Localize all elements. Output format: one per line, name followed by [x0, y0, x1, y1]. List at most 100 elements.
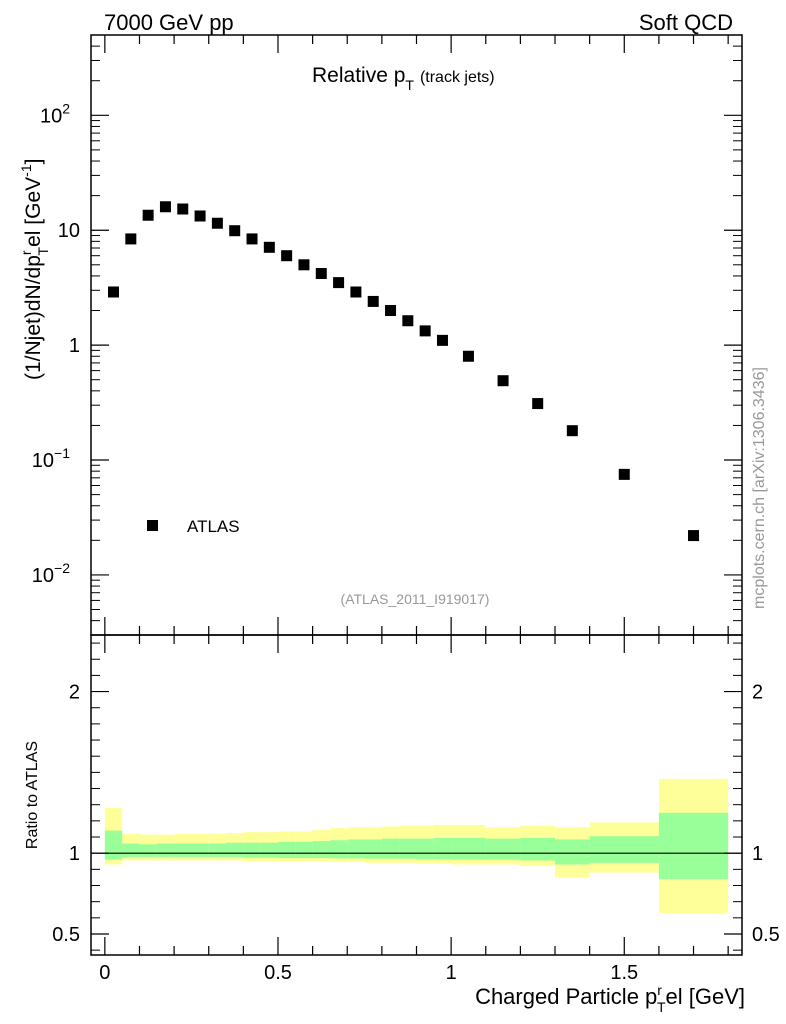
- data-point: [462, 350, 474, 362]
- main-title-text: Relative p: [312, 64, 405, 87]
- ylabel-prefix: (1/Njet)dN/dp: [22, 255, 45, 380]
- ratio-band-green: [226, 842, 244, 858]
- ratio-y-tick-label-right: 1: [752, 843, 763, 865]
- side-label: mcplots.cern.ch [arXiv:1306.3436]: [751, 367, 768, 609]
- ylabel-sup2: -1: [18, 164, 34, 177]
- data-point: [177, 203, 189, 215]
- main-ylabel: (1/Njet)dN/dprTel [GeV-1]: [18, 159, 51, 380]
- analysis-watermark: (ATLAS_2011_I919017): [341, 591, 490, 607]
- x-tick-label: 1: [446, 962, 457, 984]
- y-tick-exp: −1: [54, 445, 70, 461]
- y-tick-base: 10: [40, 105, 62, 127]
- ratio-band-green: [104, 830, 123, 860]
- ratio-band-green: [139, 844, 157, 858]
- ratio-panel: 2 2 1 1 0.5 0.5 0 0.5 1 1.5 Ratio to ATLAS Charg…: [24, 634, 780, 1015]
- ratio-bands: [104, 778, 729, 913]
- y-tick-label: 10−1: [32, 445, 70, 472]
- ratio-band-green: [433, 837, 452, 860]
- data-point: [263, 241, 275, 253]
- ratio-band-green: [277, 841, 296, 859]
- data-point: [315, 268, 327, 280]
- data-point: [298, 259, 310, 271]
- ratio-band-green: [658, 812, 729, 880]
- x-tick-label: 0: [99, 962, 110, 984]
- ratio-y-tick-label: 1: [69, 843, 80, 865]
- data-point: [618, 468, 630, 480]
- data-point: [367, 295, 379, 307]
- y-tick-base: 1: [69, 335, 80, 357]
- ratio-y-tick-label-right: 0.5: [752, 924, 780, 946]
- xlabel-sub: T: [657, 999, 666, 1015]
- y-tick-base: 10: [58, 220, 80, 242]
- y-tick-label: 102: [40, 100, 70, 127]
- x-tick-label: 0.5: [264, 962, 292, 984]
- y-tick-base: 10: [32, 450, 54, 472]
- ratio-band-green: [208, 843, 227, 858]
- ratio-band-green: [191, 843, 209, 858]
- ratio-band-green: [347, 839, 365, 859]
- ratio-ylabel: Ratio to ATLAS: [24, 741, 41, 849]
- data-point: [532, 398, 544, 410]
- data-point: [688, 530, 700, 542]
- main-x-ticks: [104, 35, 729, 635]
- data-point: [402, 315, 414, 327]
- ratio-band-green: [295, 841, 313, 859]
- ratio-band-green: [416, 838, 434, 860]
- ratio-band-green: [485, 838, 521, 860]
- data-point: [125, 233, 137, 245]
- ylabel-sup: r: [18, 250, 34, 255]
- data-point: [211, 217, 223, 229]
- ratio-band-green: [555, 839, 590, 865]
- ratio-band-green: [399, 838, 417, 859]
- data-point: [419, 325, 431, 337]
- main-title-paren: (track jets): [420, 69, 495, 86]
- ylabel-suffix: el [GeV: [22, 177, 45, 247]
- data-point: [194, 210, 206, 222]
- ratio-band-green: [451, 837, 486, 860]
- ratio-band-green: [364, 839, 382, 859]
- main-panel-frame: [90, 34, 743, 636]
- header-left: 7000 GeV pp: [104, 10, 234, 35]
- ratio-band-green: [122, 843, 140, 858]
- ratio-band-green: [329, 840, 348, 859]
- y-tick-base: 10: [32, 565, 54, 587]
- ratio-band-green: [312, 841, 330, 859]
- ratio-panel-frame: [90, 634, 743, 956]
- data-point: [281, 250, 293, 262]
- ratio-x-ticks: 0 0.5 1 1.5: [99, 635, 729, 984]
- data-point: [350, 286, 362, 298]
- ratio-y-tick-label: 2: [69, 682, 80, 704]
- header-right: Soft QCD: [639, 10, 733, 35]
- ylabel-end: ]: [22, 159, 45, 165]
- ratio-y-tick-label-right: 2: [752, 682, 763, 704]
- data-point: [142, 209, 154, 221]
- data-point: [333, 277, 345, 289]
- data-points: [108, 201, 700, 542]
- main-title-sub: T: [405, 77, 414, 93]
- legend-marker: [147, 520, 158, 531]
- ratio-y-ticks: 2 2 1 1 0.5 0.5: [52, 642, 780, 951]
- y-tick-label: 1: [69, 335, 80, 357]
- y-tick-exp: 2: [62, 100, 70, 116]
- ratio-band-green: [381, 838, 400, 859]
- data-point: [566, 425, 578, 437]
- data-point: [497, 375, 509, 387]
- data-point: [159, 201, 171, 213]
- data-point: [385, 305, 397, 317]
- xlabel-sup: r: [657, 982, 662, 998]
- legend-label: ATLAS: [187, 517, 240, 536]
- xlabel-suffix: el [GeV]: [666, 984, 745, 1009]
- y-tick-label: 10: [58, 220, 80, 242]
- data-point: [246, 233, 258, 245]
- ylabel-sub: T: [35, 246, 51, 255]
- ratio-band-green: [156, 843, 175, 858]
- ratio-band-green: [243, 842, 261, 858]
- ratio-xlabel: Charged Particle pr Tel [GeV]: [475, 982, 745, 1015]
- main-title: Relative pT (track jets): [312, 64, 495, 93]
- data-point: [436, 334, 448, 346]
- xlabel-prefix: Charged Particle p: [475, 984, 657, 1009]
- ratio-band-green: [260, 842, 278, 858]
